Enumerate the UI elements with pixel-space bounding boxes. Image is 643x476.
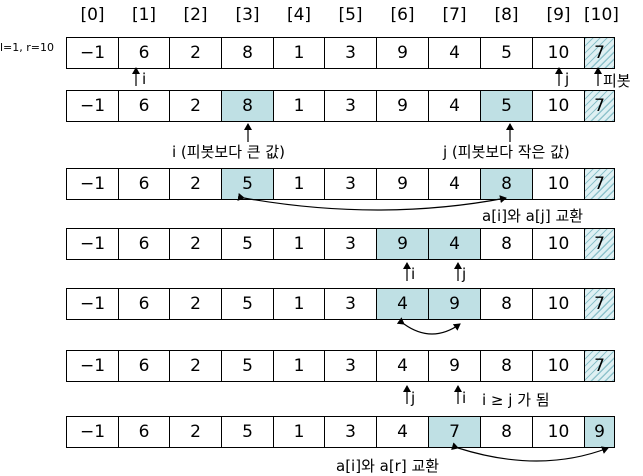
array-cell: 2 bbox=[169, 90, 222, 122]
array-cell: 1 bbox=[273, 288, 325, 320]
array-cell: 2 bbox=[169, 168, 222, 200]
array-cell: 1 bbox=[273, 416, 325, 448]
array-cell: 10 bbox=[532, 168, 585, 200]
array-cell: −1 bbox=[66, 350, 119, 382]
array-cell: 2 bbox=[169, 416, 222, 448]
pivot-cell: 7 bbox=[584, 350, 615, 382]
array-row: −1 6 2 8 1 3 9 4 5 10 7 bbox=[66, 90, 615, 122]
index-label: [1] bbox=[131, 5, 157, 25]
array-cell: 6 bbox=[118, 37, 170, 69]
array-row: −1 6 2 8 1 3 9 4 5 10 7 bbox=[66, 37, 615, 69]
array-cell: −1 bbox=[66, 37, 119, 69]
index-label: [7] bbox=[442, 5, 467, 25]
range-label: l=1, r=10 bbox=[0, 41, 55, 54]
label-i-row4: i bbox=[411, 265, 416, 283]
label-i-bigger: i (피봇보다 큰 값) bbox=[172, 143, 285, 161]
array-cell: 10 bbox=[532, 90, 585, 122]
swap-curve-row5 bbox=[396, 317, 461, 335]
array-cell: 5 bbox=[221, 288, 274, 320]
index-label: [6] bbox=[390, 5, 415, 25]
label-i-row6: i bbox=[462, 389, 467, 407]
index-label: [5] bbox=[338, 5, 363, 25]
pivot-cell: 7 bbox=[584, 37, 615, 69]
array-cell: −1 bbox=[66, 228, 119, 260]
array-cell: 4 bbox=[428, 90, 481, 122]
array-cell: 1 bbox=[273, 228, 325, 260]
index-label: [0] bbox=[80, 5, 105, 25]
array-cell: 3 bbox=[324, 37, 377, 69]
index-label: [2] bbox=[183, 5, 208, 25]
swap-curve-row3 bbox=[237, 193, 507, 211]
label-i-ge-j: i ≥ j 가 됨 bbox=[482, 391, 550, 409]
array-cell: 6 bbox=[118, 288, 170, 320]
array-cell: 8 bbox=[480, 288, 533, 320]
array-cell: 6 bbox=[118, 350, 170, 382]
array-cell: 2 bbox=[169, 288, 222, 320]
array-cell: 2 bbox=[169, 350, 222, 382]
array-cell: 1 bbox=[273, 350, 325, 382]
label-j-smaller: j (피봇보다 작은 값) bbox=[443, 143, 570, 161]
label-i-row1: i bbox=[142, 70, 147, 88]
array-cell: 10 bbox=[532, 288, 585, 320]
array-cell: 6 bbox=[118, 228, 170, 260]
label-swap-ij: a[i]와 a[j] 교환 bbox=[482, 207, 584, 225]
array-cell: 9 bbox=[376, 37, 429, 69]
array-cell: 8 bbox=[221, 90, 274, 122]
array-cell: 6 bbox=[118, 90, 170, 122]
array-cell: 8 bbox=[480, 228, 533, 260]
array-cell: 9 bbox=[428, 288, 481, 320]
array-cell: −1 bbox=[66, 90, 119, 122]
array-cell: 3 bbox=[324, 288, 377, 320]
label-j-row4: j bbox=[462, 265, 467, 283]
array-cell: 5 bbox=[221, 228, 274, 260]
array-cell: −1 bbox=[66, 168, 119, 200]
array-cell: 6 bbox=[118, 416, 170, 448]
array-cell: 3 bbox=[324, 416, 377, 448]
array-row: −1 6 2 5 1 3 4 9 8 10 7 bbox=[66, 288, 615, 320]
array-cell: 2 bbox=[169, 37, 222, 69]
array-cell: 8 bbox=[480, 350, 533, 382]
array-cell: 9 bbox=[376, 90, 429, 122]
array-row: −1 6 2 5 1 3 4 9 8 10 7 bbox=[66, 350, 615, 382]
pivot-cell: 7 bbox=[584, 228, 615, 260]
array-cell: 5 bbox=[221, 350, 274, 382]
pivot-cell: 7 bbox=[584, 90, 615, 122]
swap-curve-row7 bbox=[451, 442, 609, 462]
label-pivot-row1: 피봇 bbox=[603, 72, 631, 90]
array-cell: 3 bbox=[324, 350, 377, 382]
array-cell: 9 bbox=[376, 228, 429, 260]
array-cell: 10 bbox=[532, 37, 585, 69]
array-cell: 4 bbox=[376, 416, 429, 448]
array-cell: 10 bbox=[532, 350, 585, 382]
array-cell: −1 bbox=[66, 288, 119, 320]
label-swap-ir: a[i]와 a[r] 교환 bbox=[336, 457, 440, 475]
array-cell: 5 bbox=[480, 37, 533, 69]
index-label: [9] bbox=[546, 5, 571, 25]
index-label: [8] bbox=[494, 5, 519, 25]
label-j-row6: j bbox=[411, 389, 416, 407]
index-label: [4] bbox=[286, 5, 312, 25]
pivot-cell: 7 bbox=[584, 288, 615, 320]
index-label: [3] bbox=[235, 5, 260, 25]
index-label: [10] bbox=[584, 5, 619, 25]
array-cell: 4 bbox=[376, 350, 429, 382]
array-cell: 3 bbox=[324, 90, 377, 122]
array-cell: 3 bbox=[324, 228, 377, 260]
label-j-row1: j bbox=[565, 70, 570, 88]
pivot-cell: 7 bbox=[584, 168, 615, 200]
array-cell: 1 bbox=[273, 37, 325, 69]
array-row: −1 6 2 5 1 3 9 4 8 10 7 bbox=[66, 228, 615, 260]
array-cell: 10 bbox=[532, 228, 585, 260]
